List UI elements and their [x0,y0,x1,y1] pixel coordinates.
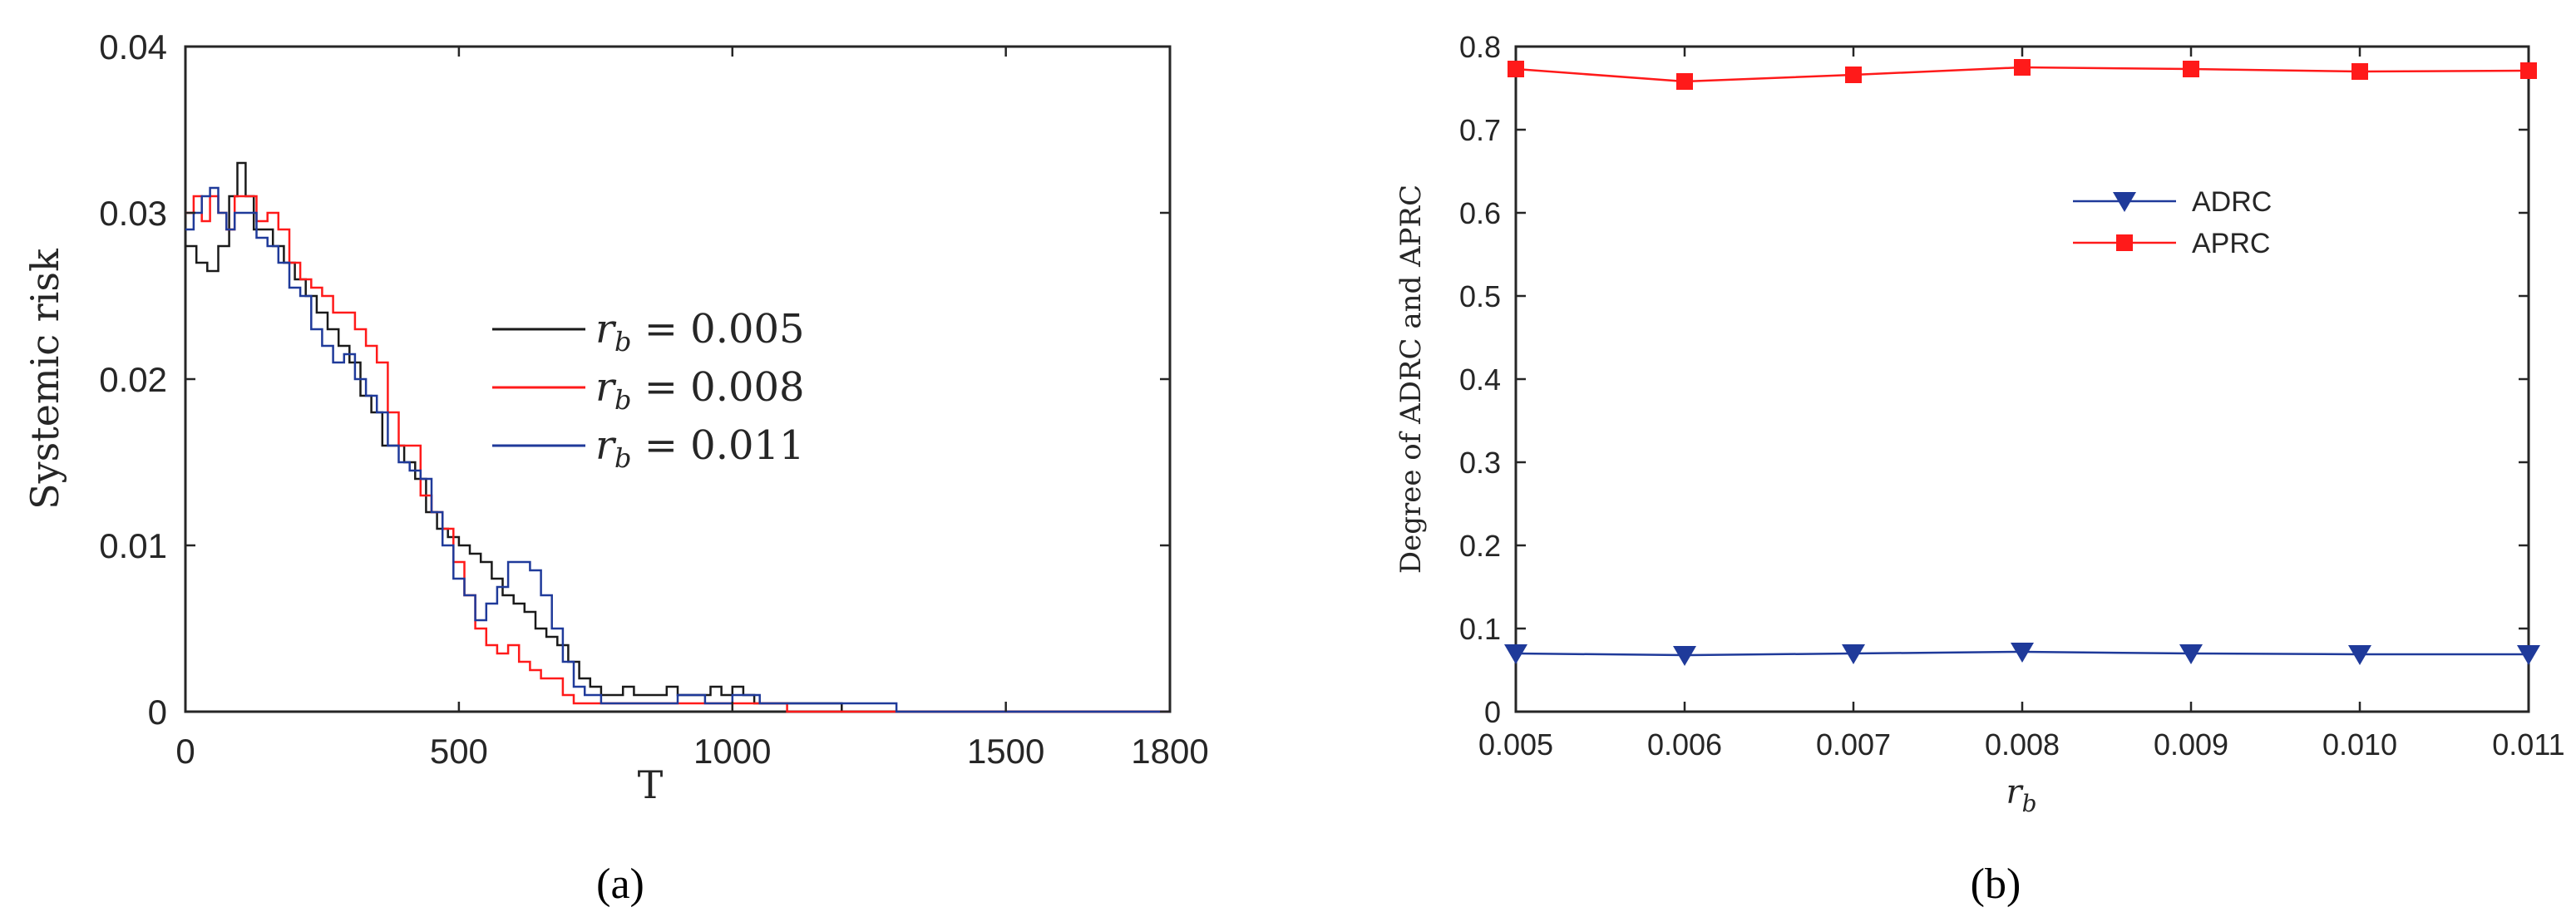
panel-a-x-tick-label: 1800 [1131,732,1208,771]
panel-a-y-tick-label: 0.01 [99,526,167,565]
panel-b-x-tick-label: 0.010 [2322,727,2397,762]
panel-b-point-adrc [2011,643,2034,663]
panel-a-axis-ticks: 0 500 1000 1500 1800 0 0.01 0.02 0.03 0.04 [99,27,1208,771]
panel-b-y-tick-label: 0.6 [1459,196,1501,230]
panel-a-x-tick-label: 1000 [693,732,771,771]
panel-b-axis-ticks: 0.005 0.006 0.007 0.008 0.009 0.010 0.011 0 0.1 0… [1459,30,2565,762]
panel-a-legend: rb = 0.005 rb = 0.008 rb = 0.011 [492,306,805,474]
panel-b-point-adrc [2517,645,2540,665]
panel-b-y-tick-label: 0.8 [1459,30,1501,64]
panel-b-x-tick-label: 0.011 [2492,727,2564,762]
panel-b-y-tick-label: 0.2 [1459,529,1501,563]
panel-b-y-tick-label: 0.1 [1459,612,1501,646]
panel-b-x-axis-label-sub: b [2022,790,2037,817]
panel-b-point-aprc [2520,62,2537,79]
caption-a: (a) [596,860,644,908]
panel-a-y-tick-label: 0.04 [99,27,167,67]
panel-a-y-axis-label: Systemic risk [22,248,67,510]
panel-b-x-tick-label: 0.008 [1985,727,2060,762]
panel-b-legend: ADRC APRC [2073,186,2272,259]
panel-b-point-adrc [2179,644,2203,664]
panel-b-x-tick-label: 0.006 [1647,727,1722,762]
panel-a-y-tick-label: 0 [148,693,167,732]
panel-a-x-tick-label: 1500 [967,732,1044,771]
panel-b-x-tick-label: 0.009 [2154,727,2228,762]
panel-b-x-tick-label: 0.007 [1816,727,1891,762]
panel-b-legend-label-aprc: APRC [2192,228,2270,259]
panel-a-legend-label-2: rb = 0.008 [595,364,805,416]
panel-b-point-aprc [2014,59,2031,76]
panel-b-series-group [1504,59,2540,666]
panel-b-point-adrc [1504,644,1527,664]
panel-b-x-axis-label-var: r [2006,773,2024,811]
panel-b-y-tick-label: 0.7 [1459,113,1501,147]
panel-b-point-aprc [2183,61,2199,77]
panel-b-legend-marker-aprc [2116,234,2133,251]
panel-b-y-tick-label: 0 [1484,695,1501,729]
panel-b-adrc-aprc-chart: 0.005 0.006 0.007 0.008 0.009 0.010 0.011 0 0.1 0… [1394,30,2565,908]
panel-b-y-tick-label: 0.5 [1459,279,1501,313]
panel-b-plot-frame [1514,45,2530,713]
panel-b-point-adrc [1673,646,1696,666]
panel-b-y-axis-label: Degree of ADRC and APRC [1394,185,1428,574]
panel-b-point-aprc [1845,67,1862,83]
panel-a-legend-label-1: rb = 0.005 [595,306,805,357]
panel-a-series-line-1 [185,161,1170,713]
panel-a-x-tick-label: 500 [430,732,488,771]
panel-b-point-aprc [1676,73,1693,90]
panel-b-x-axis-label: rb [2006,773,2036,817]
panel-a-series-group [185,161,1170,713]
panel-a-x-tick-label: 0 [175,732,195,771]
panel-b-legend-label-adrc: ADRC [2192,186,2272,218]
panel-b-legend-marker-adrc [2113,192,2136,212]
panel-b-point-aprc [1508,61,1524,77]
panel-a-systemic-risk-chart: 0 500 1000 1500 1800 0 0.01 0.02 0.03 0.04 T Syst… [22,27,1209,908]
panel-a-x-axis-label: T [638,762,664,807]
caption-b: (b) [1971,860,2021,908]
panel-b-x-tick-label: 0.005 [1478,727,1553,762]
panel-b-point-aprc [2351,63,2368,80]
panel-b-y-tick-label: 0.3 [1459,446,1501,480]
panel-a-legend-label-3: rb = 0.011 [595,422,805,474]
panel-b-y-tick-label: 0.4 [1459,362,1501,397]
panel-b-point-adrc [1842,644,1865,664]
panel-a-y-tick-label: 0.03 [99,194,167,233]
panel-a-plot-frame [184,45,1172,713]
panel-a-y-tick-label: 0.02 [99,360,167,399]
panel-a-series-line-3 [185,186,1170,713]
panel-b-point-adrc [2348,645,2371,665]
